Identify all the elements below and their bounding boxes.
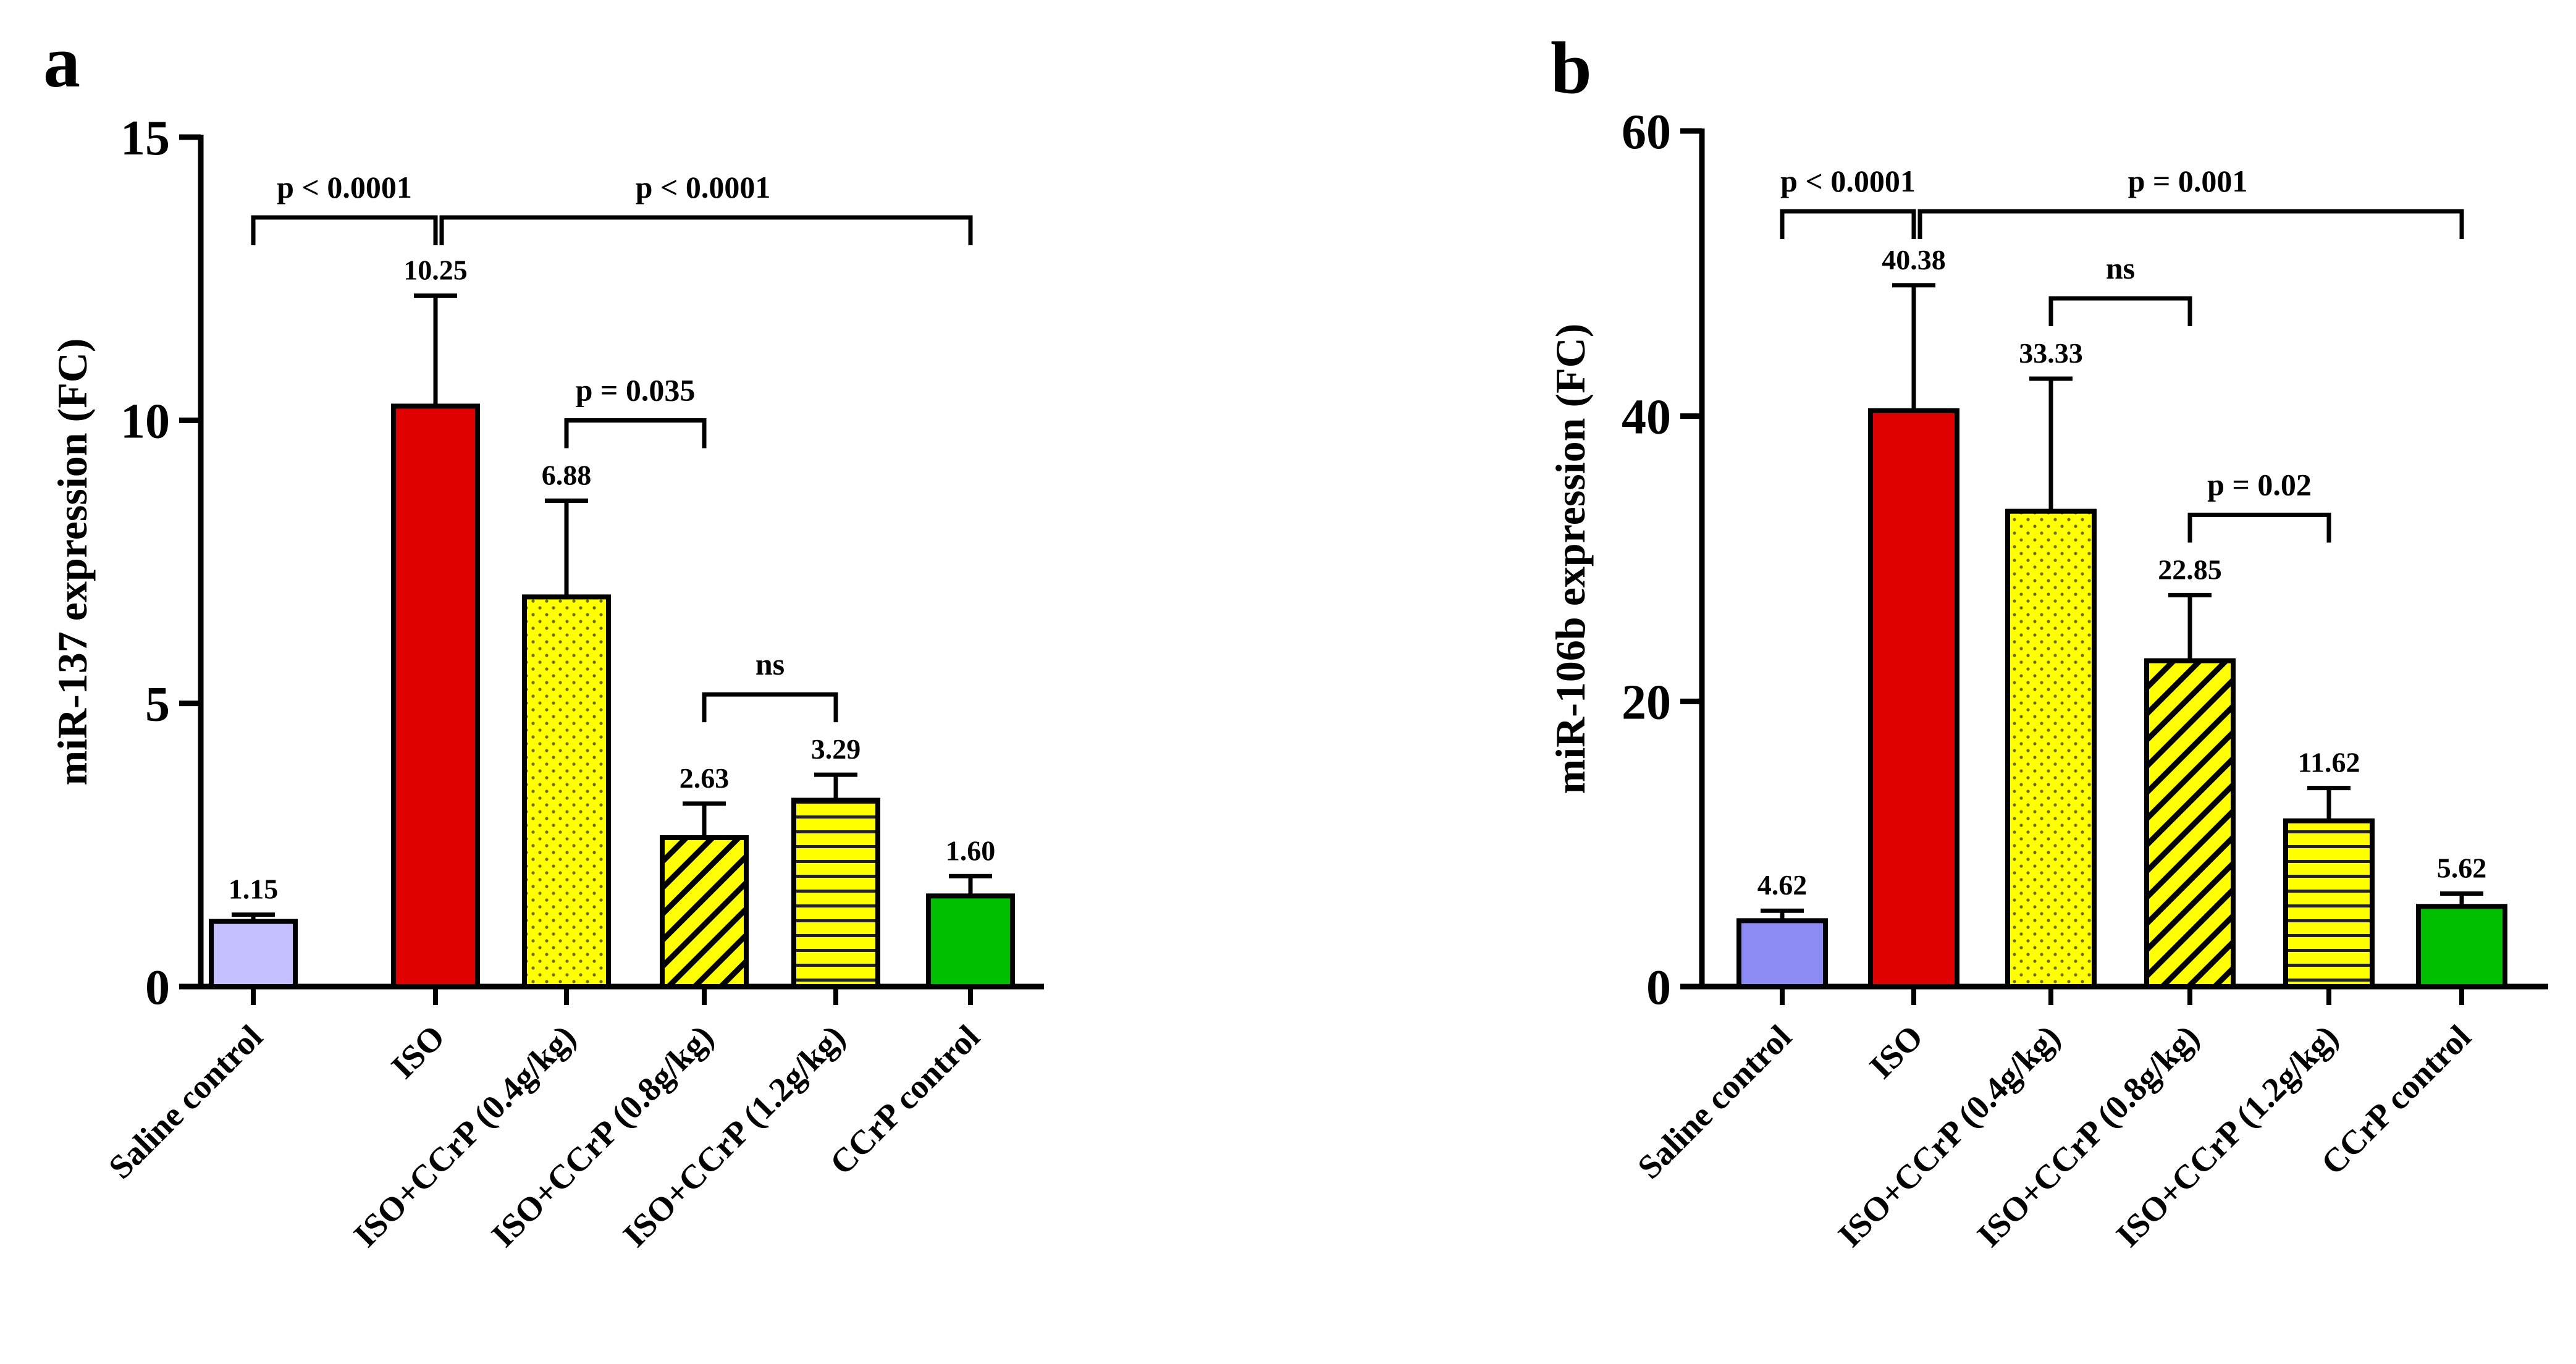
panel-a-chart: a 0 5 10 15 miR-137 expression (FC) 1.15 Saline… [43, 20, 1044, 1254]
x-tick-label: Saline control [1630, 1017, 1799, 1186]
value-label: 11.62 [2298, 747, 2360, 778]
y-tick-label: 10 [120, 394, 170, 448]
bar [391, 403, 480, 989]
y-axis-title: miR-137 expression (FC) [49, 339, 96, 786]
significance-label: p < 0.0001 [277, 170, 412, 204]
value-label: 33.33 [2019, 337, 2083, 369]
panel-b-chart: b 0 20 40 60 miR-106b expression (FC) 4.62 Sali… [1547, 27, 2548, 1254]
significance-label: ns [2106, 251, 2135, 285]
bar [2144, 658, 2236, 989]
significance-bracket [439, 215, 973, 245]
y-tick-label: 0 [1646, 961, 1671, 1015]
value-label: 10.25 [403, 255, 468, 286]
y-tick-label: 20 [1622, 675, 1671, 730]
panel-letter: a [43, 20, 80, 103]
x-tick-label: Saline control [101, 1017, 270, 1186]
value-label: 4.62 [1757, 869, 1808, 901]
significance-bracket [1780, 209, 1916, 239]
y-tick-label: 60 [1622, 105, 1671, 159]
x-tick-label: ISO+CCrP (0.8g/kg) [484, 1017, 721, 1254]
significance-label: p < 0.0001 [1780, 164, 1916, 198]
value-label: 22.85 [2158, 554, 2222, 585]
value-label: 3.29 [811, 733, 861, 765]
y-axis-title: miR-106b expression (FC) [1547, 324, 1594, 794]
value-label: 1.60 [946, 835, 996, 866]
significance-bracket [702, 692, 838, 723]
y-tick-label: 5 [145, 678, 170, 732]
y-tick-label: 0 [145, 961, 170, 1015]
x-tick-label: ISO+CCrP (0.4g/kg) [347, 1017, 583, 1254]
panel-letter: b [1551, 27, 1592, 109]
bar [926, 893, 1015, 990]
bar [1736, 918, 1828, 989]
bar [209, 919, 298, 990]
significance-bracket [1917, 209, 2464, 239]
bar [660, 835, 749, 989]
significance-label: p = 0.001 [2128, 164, 2248, 198]
value-label: 6.88 [542, 460, 592, 491]
significance-label: p < 0.0001 [636, 170, 771, 204]
significance-label: p = 0.02 [2207, 467, 2312, 502]
bar [522, 594, 611, 989]
significance-bracket [2187, 512, 2331, 543]
value-label: 40.38 [1882, 244, 1946, 276]
significance-bracket [564, 418, 707, 448]
bar [2005, 508, 2097, 989]
significance-label: ns [756, 647, 785, 681]
x-tick-label: ISO+CCrP (1.2g/kg) [616, 1017, 852, 1254]
value-label: 2.63 [680, 762, 730, 794]
bar [2283, 818, 2375, 989]
x-tick-label: ISO [1862, 1017, 1930, 1085]
bar [1868, 408, 1959, 989]
value-label: 1.15 [229, 874, 279, 905]
bar [791, 798, 880, 989]
x-tick-label: ISO [384, 1017, 452, 1085]
bar [2416, 904, 2507, 989]
significance-bracket [2048, 296, 2192, 326]
value-label: 5.62 [2437, 852, 2487, 883]
y-tick-label: 15 [120, 111, 170, 166]
y-tick-label: 40 [1622, 390, 1671, 445]
significance-bracket [251, 215, 438, 245]
significance-label: p = 0.035 [576, 373, 696, 408]
